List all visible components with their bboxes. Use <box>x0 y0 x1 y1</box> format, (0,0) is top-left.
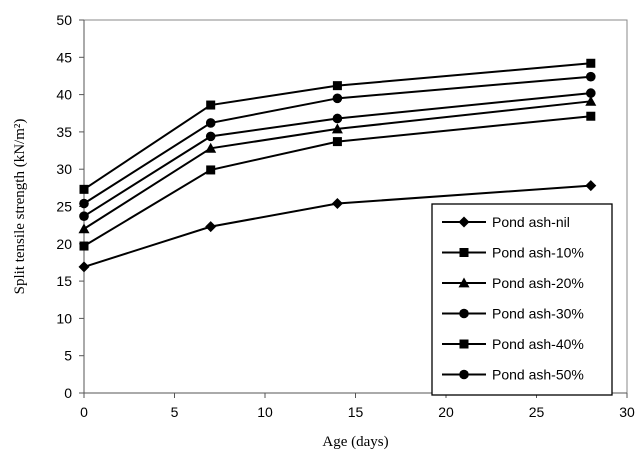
x-axis-title: Age (days) <box>322 434 388 450</box>
legend-entry: Pond ash-40% <box>442 336 584 352</box>
series-line <box>83 62 591 191</box>
y-tick-label: 10 <box>56 310 72 326</box>
data-point <box>205 142 217 153</box>
y-tick-label: 0 <box>64 385 72 401</box>
x-tick-label: 20 <box>438 404 454 420</box>
series-line <box>83 92 591 218</box>
series-layer <box>78 58 597 273</box>
x-tick-label: 25 <box>529 404 545 420</box>
series-4 <box>79 88 596 221</box>
y-tick-label: 25 <box>56 199 72 215</box>
series-line <box>83 115 591 247</box>
legend-entry: Pond ash-10% <box>442 245 584 261</box>
legend-label: Pond ash-40% <box>492 336 584 352</box>
data-point <box>585 95 597 106</box>
data-point <box>206 100 216 110</box>
data-point <box>586 111 596 121</box>
x-tick-label: 5 <box>171 404 179 420</box>
data-point <box>79 241 89 251</box>
data-point <box>206 165 216 175</box>
data-point <box>79 211 89 221</box>
y-tick-label: 30 <box>56 161 72 177</box>
axes: 0 5 10 15 20 25 30 35 40 45 50 0 5 10 15 20 25 30 <box>56 12 635 420</box>
series-3 <box>78 95 597 234</box>
data-point <box>205 221 217 233</box>
x-tick-label: 0 <box>80 404 88 420</box>
data-point <box>205 118 216 128</box>
x-tick-label: 10 <box>257 404 273 420</box>
data-point <box>586 58 596 68</box>
y-tick-label: 40 <box>56 87 72 103</box>
data-point <box>332 113 343 124</box>
legend-marker <box>459 369 469 380</box>
legend-entry: Pond ash-20% <box>442 275 584 291</box>
y-axis-title: Split tensile strength (kN/m²) <box>12 119 28 295</box>
data-point <box>78 223 90 234</box>
series-2 <box>79 111 596 251</box>
legend-marker <box>459 248 469 257</box>
x-tick-label: 15 <box>348 404 364 420</box>
series-1 <box>78 180 597 273</box>
y-tick-label: 20 <box>56 236 72 252</box>
data-point <box>586 71 596 82</box>
series-line <box>83 100 591 230</box>
data-point <box>331 198 343 210</box>
y-tick-label: 50 <box>56 12 72 28</box>
data-point <box>332 93 343 104</box>
legend-entry: Pond ash-nil <box>442 214 570 230</box>
legend-marker <box>458 277 470 288</box>
legend-entry: Pond ash-30% <box>442 306 584 322</box>
series-line <box>83 75 591 205</box>
data-point <box>205 131 216 142</box>
legend-box <box>431 203 613 396</box>
data-point <box>332 81 342 91</box>
legend: Pond ash-nil Pond ash-10% Pond ash-20% Pond… <box>431 203 613 396</box>
legend-entry: Pond ash-50% <box>442 367 584 383</box>
data-point <box>331 123 343 134</box>
legend-label: Pond ash-50% <box>492 367 584 383</box>
y-tick-label: 45 <box>56 49 72 65</box>
legend-label: Pond ash-10% <box>492 245 584 261</box>
data-point <box>332 137 342 147</box>
legend-label: Pond ash-nil <box>492 214 570 230</box>
legend-marker <box>459 308 469 319</box>
series-6 <box>79 71 596 209</box>
data-point <box>78 261 90 273</box>
legend-marker <box>459 339 469 349</box>
series-line <box>83 184 591 268</box>
x-tick-label: 30 <box>619 404 635 420</box>
y-tick-label: 35 <box>56 124 72 140</box>
data-point <box>586 88 596 98</box>
legend-marker <box>458 216 470 228</box>
y-tick-label: 5 <box>64 348 72 364</box>
data-point <box>79 184 89 194</box>
legend-label: Pond ash-30% <box>492 306 584 322</box>
series-5 <box>79 58 596 194</box>
y-tick-label: 15 <box>56 273 72 289</box>
legend-label: Pond ash-20% <box>492 275 584 291</box>
data-point <box>79 198 89 209</box>
data-point <box>585 180 597 192</box>
